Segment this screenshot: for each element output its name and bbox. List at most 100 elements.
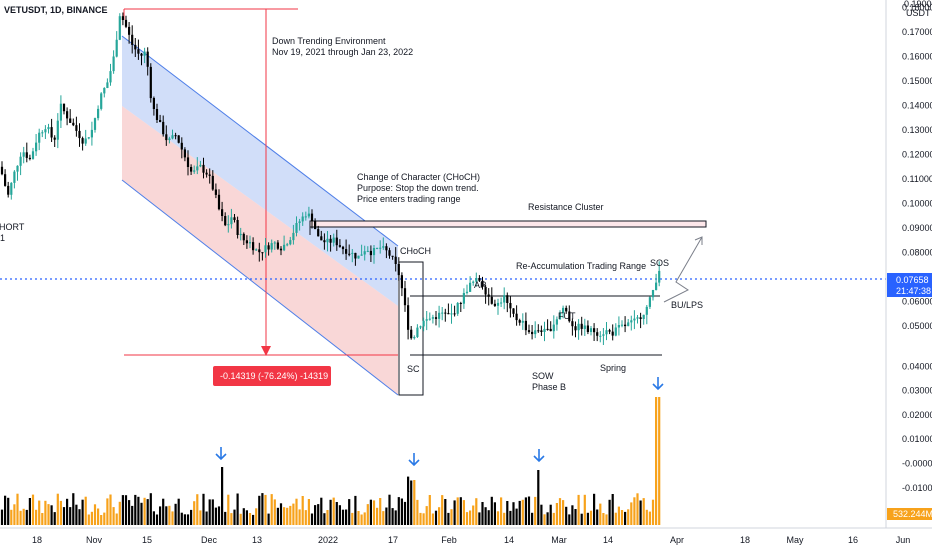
price-axis-top-partial: 0.19000 xyxy=(904,0,932,9)
candle-body xyxy=(639,317,642,319)
time-axis-tick: 18 xyxy=(740,535,750,545)
candle-body xyxy=(245,240,248,244)
volume-bar xyxy=(295,498,298,525)
candle-body xyxy=(22,152,25,157)
candle-body xyxy=(335,237,338,246)
candle-body xyxy=(453,313,456,315)
volume-bar xyxy=(345,509,348,525)
candle-body xyxy=(537,330,540,332)
arrow-down-icon xyxy=(408,453,420,467)
candle-body xyxy=(13,171,16,183)
candle-body xyxy=(196,166,199,171)
candle-body xyxy=(481,280,484,287)
time-axis[interactable]: 18 Nov 15 Dec 13 2022 17 Feb 14 Mar 14 Apr 18 May 16 Ju… xyxy=(32,535,910,545)
candle-body xyxy=(230,217,233,225)
time-axis-tick: 2022 xyxy=(318,535,338,545)
volume-bar xyxy=(186,514,190,525)
resistance-label: Resistance Cluster xyxy=(528,202,604,212)
volume-bar xyxy=(196,494,199,525)
volume-bar xyxy=(472,505,475,525)
volume-bar xyxy=(214,507,217,525)
volume-bar xyxy=(19,510,22,525)
volume-bar xyxy=(376,507,379,525)
candle-body xyxy=(614,327,617,336)
candle-body xyxy=(419,326,422,328)
candle-body xyxy=(286,244,289,246)
fut-label: FUT xyxy=(558,311,576,321)
volume-bar xyxy=(410,480,413,525)
price-axis[interactable]: 0.18000 0.17000 0.16000 0.15000 0.14000 0.130… xyxy=(902,3,932,493)
candle-body xyxy=(233,217,236,220)
volume-bar xyxy=(465,512,469,525)
candle-body xyxy=(97,108,100,119)
volume-bar xyxy=(180,512,183,525)
left-edge-label: HORT xyxy=(0,222,25,232)
volume-bar xyxy=(648,511,651,525)
candle-body xyxy=(434,317,438,319)
candle-body xyxy=(382,246,385,248)
time-axis-tick: 15 xyxy=(142,535,152,545)
volume-bar xyxy=(478,512,481,525)
volume-bar xyxy=(115,513,118,525)
candle-body xyxy=(431,317,434,319)
candle-body xyxy=(586,325,589,332)
choch-purpose: Purpose: Stop the down trend. xyxy=(357,183,479,193)
volume-bar xyxy=(224,511,227,525)
candle-body xyxy=(66,111,69,119)
time-axis-tick: Feb xyxy=(441,535,457,545)
volume-tag-value: 532.244M xyxy=(893,509,932,519)
candle-body xyxy=(221,209,224,216)
volume-bar xyxy=(332,497,335,525)
volume-bar xyxy=(363,512,366,525)
candle-body xyxy=(217,194,221,210)
volume-bar xyxy=(233,509,236,525)
volume-bar xyxy=(549,504,552,525)
volume-bar xyxy=(394,510,397,525)
volume-bar xyxy=(121,495,124,525)
volume-bar xyxy=(500,497,503,525)
volume-bar xyxy=(484,507,487,525)
projection-arrow-head xyxy=(694,236,703,245)
volume-bar xyxy=(431,513,434,525)
volume-bar xyxy=(624,511,627,525)
volume-bar xyxy=(106,498,109,525)
volume-bar xyxy=(385,507,388,525)
price-tag-timer: 21:47:38 xyxy=(896,286,931,296)
candle-body xyxy=(428,318,431,320)
candle-body xyxy=(84,138,87,144)
volume-bar xyxy=(503,512,506,525)
candle-body xyxy=(146,51,149,67)
volume-bar xyxy=(357,511,360,525)
candle-body xyxy=(69,118,72,123)
candle-body xyxy=(143,51,146,56)
sos-label: SOS xyxy=(650,258,669,268)
volume-bar xyxy=(444,499,447,525)
volume-bar xyxy=(620,510,624,525)
volume-bar xyxy=(90,511,93,525)
volume-bar xyxy=(25,509,28,525)
volume-bar xyxy=(255,508,258,525)
volume-bar xyxy=(236,493,239,525)
volume-bar xyxy=(338,505,341,525)
volume-bar xyxy=(341,509,345,525)
candle-body xyxy=(450,313,453,315)
candle-body xyxy=(583,325,586,329)
candle-body xyxy=(87,137,90,139)
candle-body xyxy=(531,331,534,335)
candle-body xyxy=(425,319,428,321)
candle-body xyxy=(407,305,410,330)
candle-body xyxy=(642,314,645,319)
reacc-label: Re-Accumulation Trading Range xyxy=(516,261,646,271)
time-axis-tick: 18 xyxy=(32,535,42,545)
volume-bar xyxy=(93,504,97,525)
candle-body xyxy=(422,320,425,327)
choch-range: Price enters trading range xyxy=(357,194,461,204)
volume-bar xyxy=(59,500,62,525)
price-axis-tick: 0.11000 xyxy=(902,174,932,184)
time-axis-tick: 14 xyxy=(504,535,514,545)
candle-body xyxy=(7,185,10,195)
volume-bar xyxy=(459,497,462,525)
candle-body xyxy=(369,250,372,256)
candle-body xyxy=(152,98,155,109)
